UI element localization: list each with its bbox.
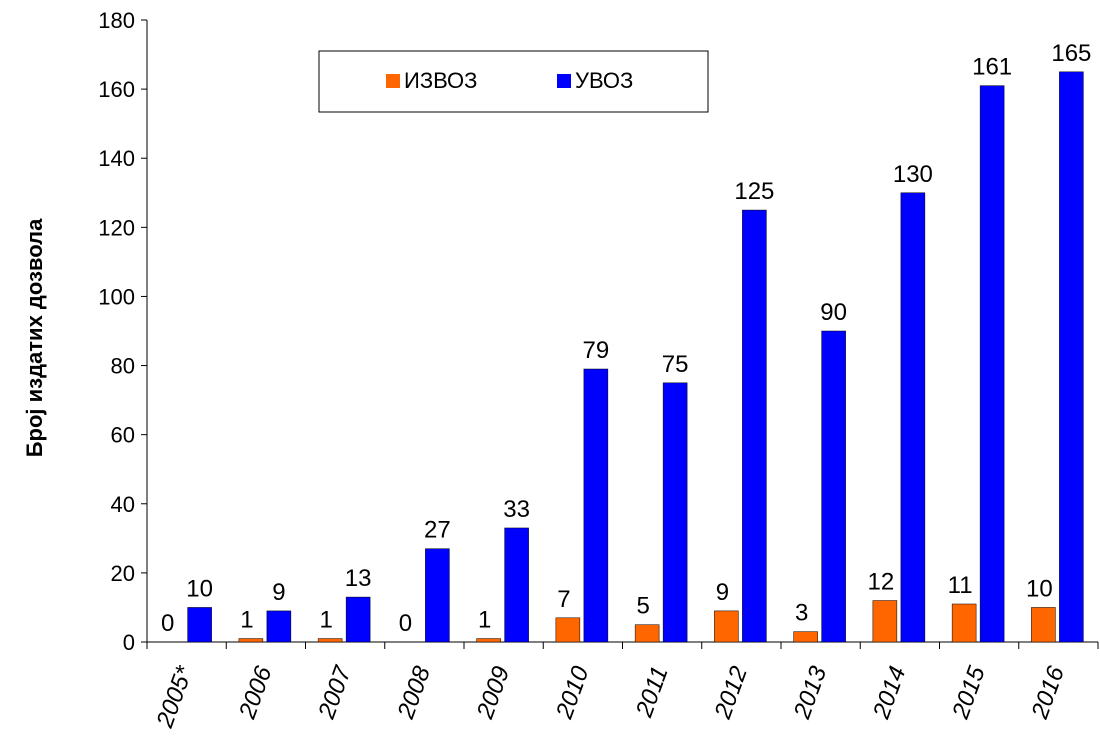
y-tick-label: 100: [98, 284, 135, 309]
data-label-import: 130: [893, 161, 933, 188]
y-tick-label: 140: [98, 146, 135, 171]
bar-import: [662, 382, 688, 643]
x-tick-label: 2015: [947, 662, 991, 723]
y-tick-label: 60: [111, 423, 135, 448]
data-label-export: 1: [240, 607, 253, 634]
x-tick-label: 2013: [788, 662, 832, 723]
x-tick-label: 2010: [551, 662, 595, 723]
data-label-import: 90: [820, 299, 847, 326]
bar-export: [1031, 607, 1056, 643]
data-label-export: 1: [319, 607, 332, 634]
data-label-export: 0: [161, 610, 174, 637]
x-tick-label: 2009: [471, 663, 515, 723]
data-label-import: 27: [424, 517, 451, 544]
y-tick-label: 0: [123, 630, 135, 655]
bar-import: [504, 527, 529, 643]
bar-export: [317, 638, 343, 643]
bar-import: [900, 192, 926, 643]
data-label-import: 10: [186, 575, 213, 602]
data-label-export: 0: [399, 610, 412, 637]
data-label-import: 125: [734, 178, 774, 205]
data-label-import: 9: [272, 579, 285, 606]
y-tick-label: 40: [111, 492, 135, 517]
data-label-import: 33: [503, 496, 530, 523]
data-label-export: 7: [557, 586, 570, 613]
data-label-import: 75: [662, 351, 689, 378]
x-tick-label: 2011: [630, 663, 673, 722]
bar-import: [187, 607, 212, 643]
data-label-import: 165: [1051, 40, 1091, 67]
bar-import: [1059, 71, 1084, 643]
bar-import: [742, 209, 767, 643]
bar-import: [979, 85, 1005, 643]
y-axis-title: Број издатих дозвола: [22, 218, 47, 457]
bar-export: [634, 624, 660, 643]
data-label-export: 3: [795, 600, 808, 627]
plot-area: 0204060801001201401601800102005*19200611…: [98, 8, 1099, 732]
data-label-import: 13: [345, 565, 372, 592]
x-tick-label: 2016: [1026, 662, 1070, 723]
legend-label-import: УВОЗ: [575, 68, 633, 93]
legend-swatch-import: [557, 74, 571, 88]
bar-export: [555, 617, 581, 643]
y-tick-label: 160: [98, 77, 135, 102]
x-tick-label: 2005*: [151, 662, 198, 732]
data-label-export: 5: [636, 593, 649, 620]
bar-import: [425, 548, 450, 643]
data-label-export: 9: [716, 579, 729, 606]
data-label-export: 10: [1026, 575, 1053, 602]
y-tick-label: 120: [98, 215, 135, 240]
legend-swatch-export: [386, 74, 400, 88]
bar-import: [266, 610, 292, 643]
y-tick-label: 20: [111, 561, 135, 586]
x-tick-label: 2014: [868, 663, 912, 723]
data-label-export: 1: [478, 607, 491, 634]
data-label-import: 79: [583, 337, 610, 364]
bar-export: [714, 610, 739, 643]
bar-import: [345, 596, 371, 643]
data-label-export: 12: [868, 569, 895, 596]
bar-export: [872, 600, 898, 643]
bar-export: [793, 631, 818, 643]
x-tick-label: 2007: [313, 661, 358, 723]
data-label-import: 161: [972, 54, 1012, 81]
data-label-export: 11: [948, 572, 973, 599]
x-tick-label: 2008: [392, 662, 436, 723]
bar-export: [951, 603, 977, 643]
x-tick-label: 2012: [709, 663, 753, 723]
bar-export: [238, 638, 264, 643]
x-tick-label: 2006: [234, 662, 278, 723]
bar-import: [583, 368, 609, 643]
y-tick-label: 80: [111, 354, 135, 379]
legend-box: [318, 50, 709, 113]
bar-export: [476, 638, 501, 643]
legend: ИЗВОЗ УВОЗ: [318, 50, 709, 113]
bar-import: [821, 330, 846, 643]
y-axis-title-group: Број издатих дозвола: [22, 218, 47, 457]
legend-label-export: ИЗВОЗ: [404, 68, 477, 93]
y-tick-label: 180: [98, 8, 135, 33]
